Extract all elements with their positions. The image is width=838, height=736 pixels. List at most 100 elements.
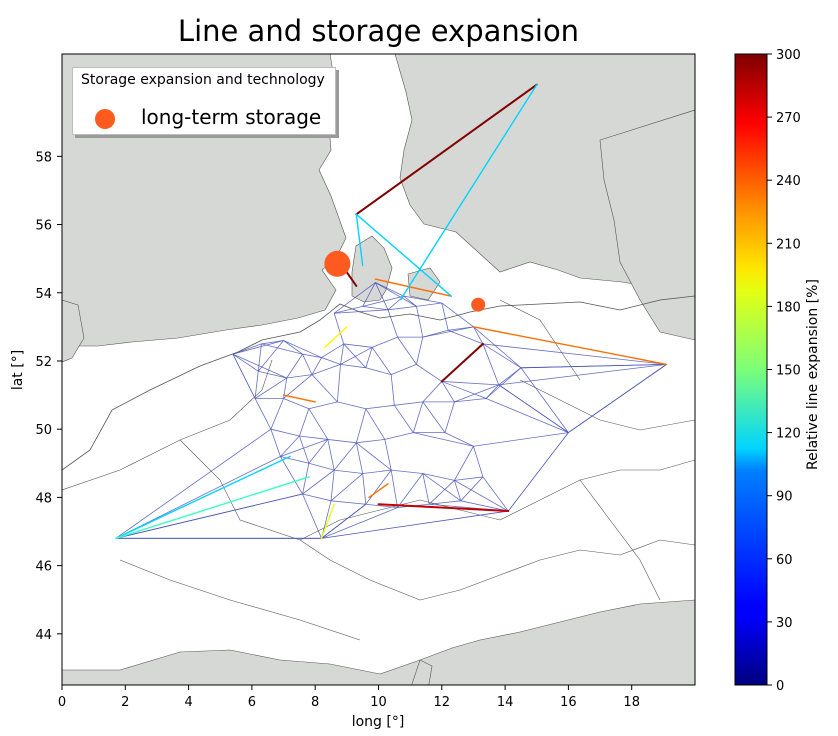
x-tick-label: 16 — [560, 695, 577, 710]
storage-markers — [324, 250, 486, 312]
x-tick-label: 10 — [370, 695, 387, 710]
network-line — [311, 364, 341, 375]
legend-box: Storage expansion and technology long-te… — [72, 67, 336, 135]
expanded-line — [399, 83, 538, 301]
network-line — [321, 343, 344, 358]
legend-marker-long-term-storage — [95, 109, 115, 129]
network-line — [232, 353, 287, 379]
network-line — [257, 340, 284, 372]
y-tick-label: 50 — [35, 423, 52, 438]
network-line — [343, 343, 367, 369]
network-line — [390, 470, 398, 508]
network-line — [447, 329, 484, 345]
network-line — [261, 343, 303, 355]
network-line — [403, 295, 442, 304]
network-line — [355, 408, 367, 443]
network-line — [374, 282, 389, 310]
network-line — [321, 357, 341, 365]
storage-marker — [471, 297, 486, 312]
network-line — [444, 401, 455, 433]
network-line — [302, 493, 322, 539]
network-line — [333, 442, 357, 471]
network-line — [498, 363, 667, 386]
network-line — [422, 381, 443, 403]
network-line — [375, 282, 404, 297]
x-tick-label: 12 — [434, 695, 451, 710]
network-line — [473, 432, 569, 447]
colorbar-tick-label: 270 — [776, 111, 801, 126]
storage-marker — [324, 250, 351, 277]
network-line — [232, 343, 262, 355]
network-line — [416, 306, 424, 338]
expanded-line — [374, 278, 452, 297]
network-line — [441, 381, 487, 399]
network-line — [283, 398, 310, 410]
network-line — [330, 473, 363, 502]
colorbar-tick-label: 150 — [776, 364, 801, 379]
x-tick-label: 14 — [497, 695, 514, 710]
network-line — [482, 343, 522, 369]
expanded-line — [323, 326, 348, 349]
network-line — [441, 302, 449, 331]
network-line — [280, 435, 300, 457]
network-line — [270, 428, 300, 437]
legend-label-long-term-storage: long-term storage — [141, 105, 322, 129]
network-line — [283, 340, 303, 355]
network-line — [308, 401, 338, 410]
land-corsica — [411, 659, 433, 685]
network-line — [302, 353, 322, 358]
network-line — [384, 439, 392, 471]
network-line — [321, 507, 398, 539]
network-line — [356, 439, 385, 444]
x-tick-label: 6 — [248, 695, 256, 710]
expanded-line — [355, 83, 538, 216]
network-line — [403, 295, 417, 307]
network-line — [482, 343, 500, 385]
transmission-lines — [115, 83, 668, 540]
network-line — [365, 503, 398, 509]
network-line — [254, 398, 272, 430]
network-line — [270, 398, 284, 430]
network-line — [356, 442, 392, 471]
y-tick-label: 46 — [35, 560, 52, 575]
network-line — [365, 367, 392, 376]
network-line — [355, 442, 364, 474]
expanded-line — [115, 455, 291, 540]
land-italy-balkans — [62, 599, 695, 685]
network-line — [482, 343, 667, 365]
colorbar-tick-label: 30 — [776, 616, 793, 631]
network-line — [308, 462, 335, 471]
network-line — [416, 337, 424, 365]
network-line — [428, 480, 455, 505]
network-line — [340, 346, 373, 365]
x-tick-label: 18 — [623, 695, 640, 710]
legend-title: Storage expansion and technology — [81, 72, 325, 88]
network-line — [298, 435, 310, 464]
network-line — [280, 456, 303, 495]
colorbar-tick-label: 210 — [776, 237, 801, 252]
network-line — [507, 432, 569, 512]
x-tick-label: 4 — [184, 695, 192, 710]
network-line — [280, 439, 328, 457]
network-line — [365, 469, 392, 505]
network-line — [365, 408, 386, 440]
network-line — [384, 432, 414, 440]
expanded-line — [345, 271, 358, 287]
network-line — [298, 408, 310, 437]
network-line — [232, 340, 284, 355]
network-line — [416, 302, 442, 307]
x-tick-label: 0 — [58, 695, 66, 710]
network-line — [485, 367, 522, 399]
network-line — [520, 363, 667, 369]
network-line — [568, 364, 667, 433]
country-borders — [62, 299, 695, 641]
network-line — [311, 374, 338, 403]
network-line — [460, 500, 509, 512]
network-line — [422, 473, 462, 502]
network-line — [412, 401, 424, 433]
network-line — [397, 336, 417, 365]
network-line — [362, 469, 392, 474]
network-line — [286, 374, 313, 379]
network-line — [330, 470, 335, 501]
